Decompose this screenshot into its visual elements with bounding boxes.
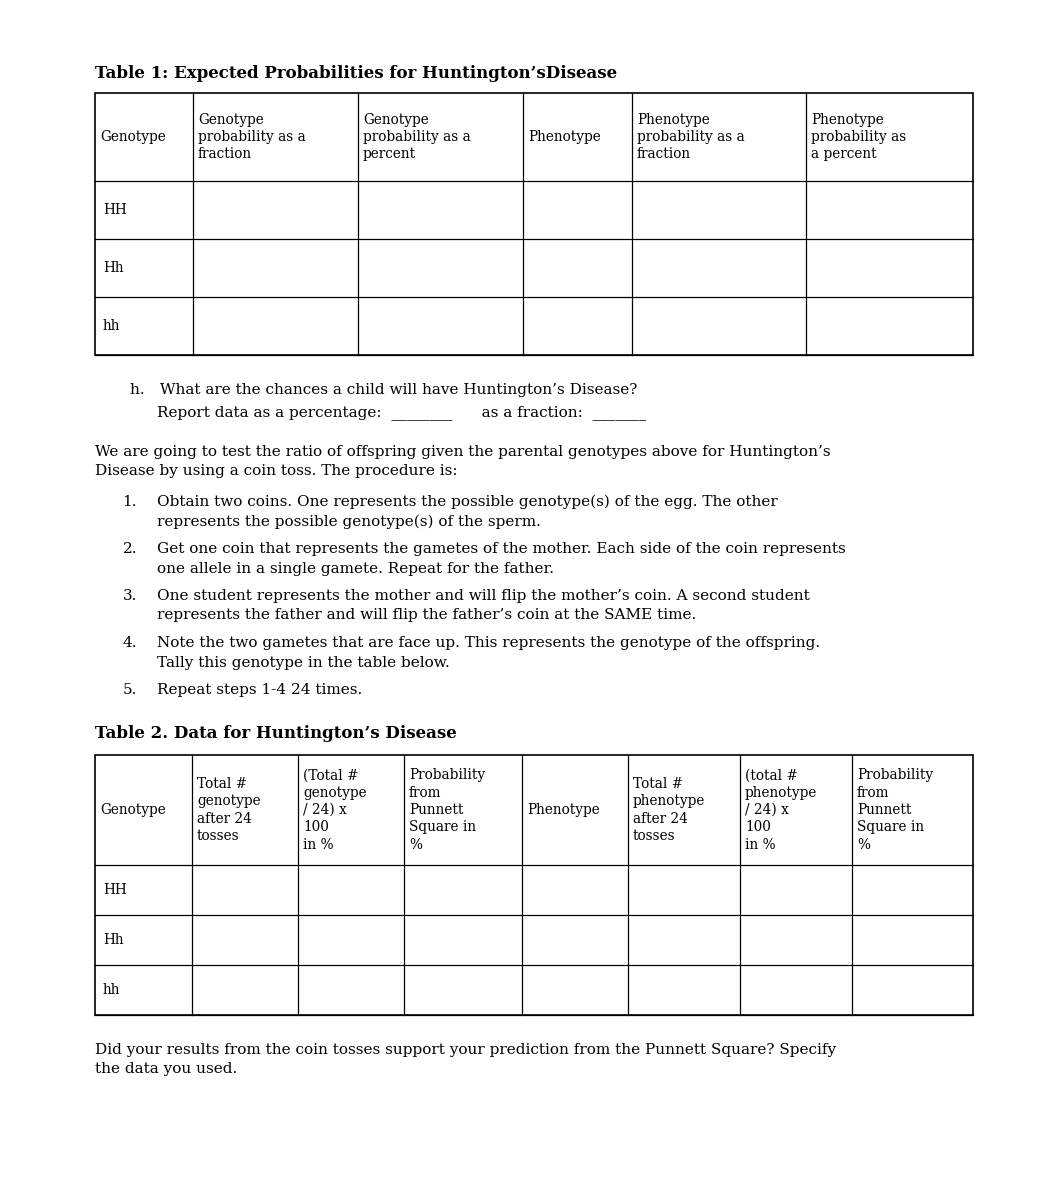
Bar	[95, 92, 973, 355]
Text: 5.: 5.	[122, 683, 137, 697]
Text: Probability
from
Punnett
Square in
%: Probability from Punnett Square in %	[409, 768, 485, 852]
Text: Genotype
probability as a
percent: Genotype probability as a percent	[362, 113, 471, 161]
Text: Phenotype: Phenotype	[528, 130, 601, 144]
Text: hh: hh	[103, 319, 120, 332]
Text: 4.: 4.	[122, 636, 137, 650]
Text: Repeat steps 1-4 24 times.: Repeat steps 1-4 24 times.	[157, 683, 362, 697]
Text: Phenotype
probability as
a percent: Phenotype probability as a percent	[811, 113, 907, 161]
Text: Table 2. Data for Huntington’s Disease: Table 2. Data for Huntington’s Disease	[95, 725, 457, 742]
Text: Note the two gametes that are face up. This represents the genotype of the offsp: Note the two gametes that are face up. T…	[157, 636, 821, 670]
Text: HH: HH	[103, 883, 126, 898]
Text: Hh: Hh	[103, 934, 123, 947]
Text: Table 1: Expected Probabilities for Huntington’sDisease: Table 1: Expected Probabilities for Hunt…	[95, 65, 618, 82]
Text: HH: HH	[103, 203, 126, 217]
Text: 1.: 1.	[122, 494, 137, 509]
Text: Genotype
probability as a
fraction: Genotype probability as a fraction	[198, 113, 306, 161]
Text: Probability
from
Punnett
Square in
%: Probability from Punnett Square in %	[857, 768, 933, 852]
Text: hh: hh	[103, 983, 120, 997]
Text: Total #
phenotype
after 24
tosses: Total # phenotype after 24 tosses	[632, 778, 706, 842]
Text: Genotype: Genotype	[100, 803, 166, 817]
Text: h. What are the chances a child will have Huntington’s Disease?: h. What are the chances a child will hav…	[130, 383, 638, 397]
Text: Report data as a percentage:  ________      as a fraction:  _______: Report data as a percentage: ________ as…	[157, 404, 646, 420]
Bar	[95, 755, 973, 1015]
Text: Did your results from the coin tosses support your prediction from the Punnett S: Did your results from the coin tosses su…	[95, 1043, 837, 1076]
Text: (Total #
genotype
/ 24) x
100
in %: (Total # genotype / 24) x 100 in %	[303, 768, 367, 852]
Text: Hh: Hh	[103, 260, 123, 275]
Text: Genotype: Genotype	[100, 130, 166, 144]
Text: Phenotype
probability as a
fraction: Phenotype probability as a fraction	[637, 113, 745, 161]
Text: Get one coin that represents the gametes of the mother. Each side of the coin re: Get one coin that represents the gametes…	[157, 542, 846, 576]
Text: One student represents the mother and will flip the mother’s coin. A second stud: One student represents the mother and wi…	[157, 589, 810, 623]
Text: 3.: 3.	[122, 589, 137, 602]
Text: We are going to test the ratio of offspring given the parental genotypes above f: We are going to test the ratio of offspr…	[95, 445, 830, 479]
Text: Total #
genotype
after 24
tosses: Total # genotype after 24 tosses	[197, 778, 260, 842]
Text: 2.: 2.	[122, 542, 137, 556]
Text: Phenotype: Phenotype	[527, 803, 600, 817]
Text: (total #
phenotype
/ 24) x
100
in %: (total # phenotype / 24) x 100 in %	[745, 768, 817, 852]
Text: Obtain two coins. One represents the possible genotype(s) of the egg. The other
: Obtain two coins. One represents the pos…	[157, 494, 778, 529]
